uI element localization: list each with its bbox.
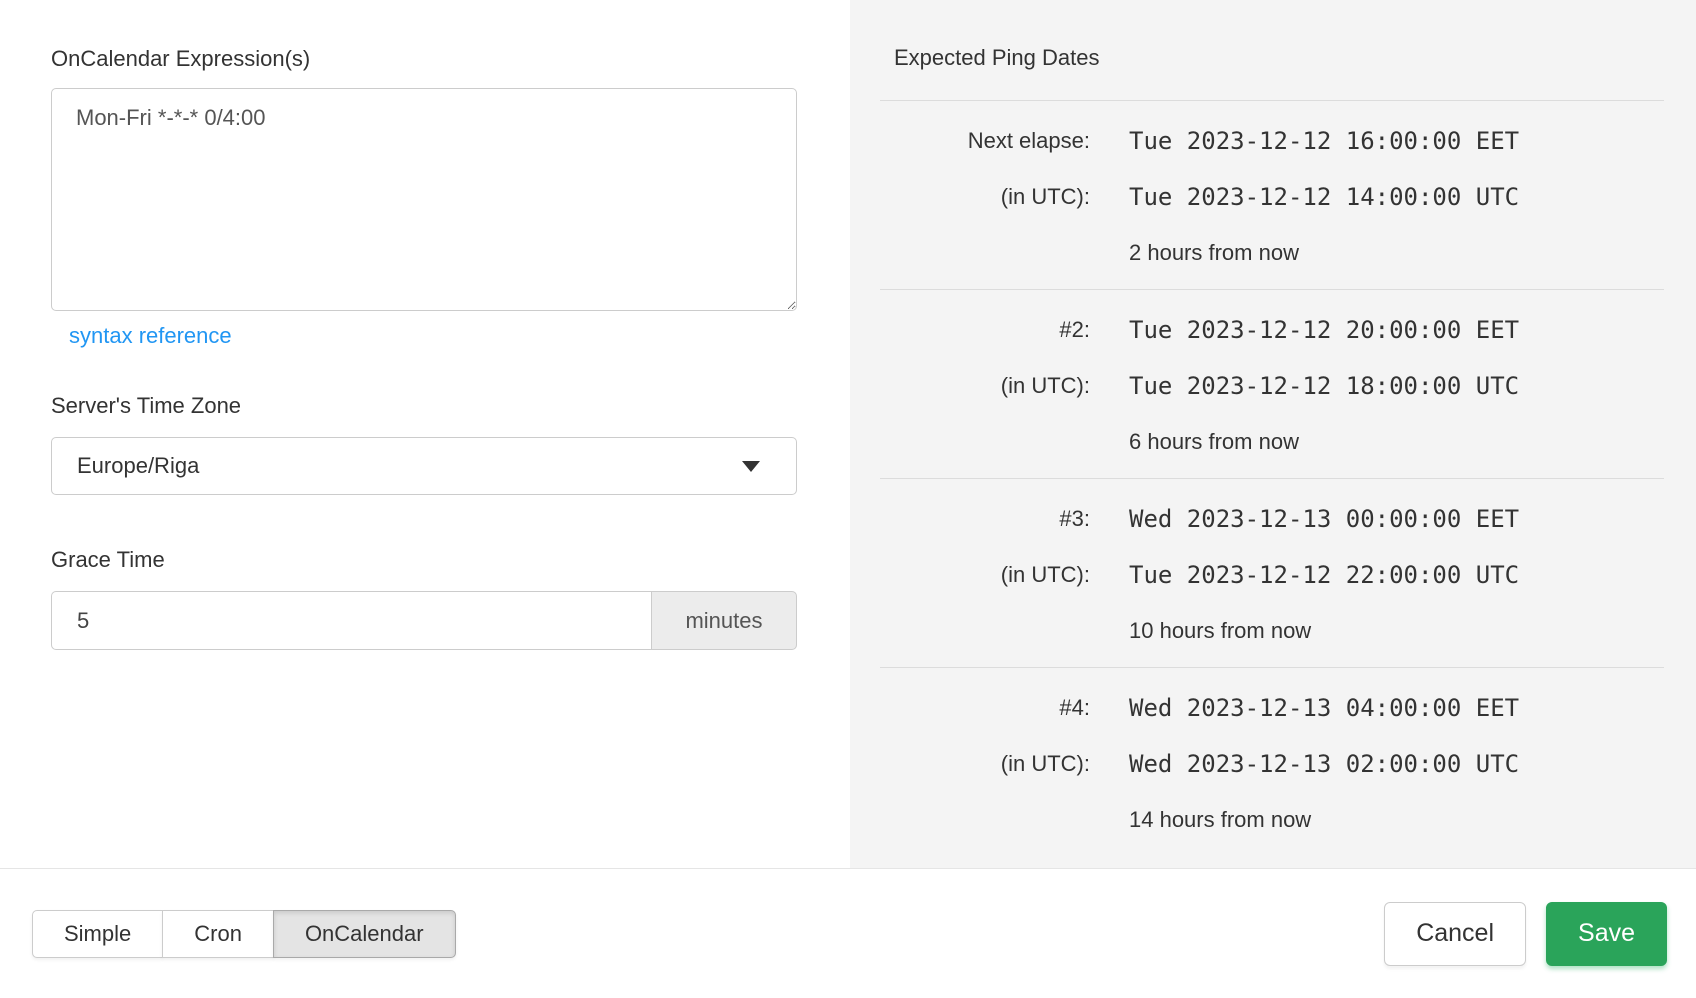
ping-utc-label: (in UTC): <box>1000 373 1090 398</box>
ping-relative-time: 14 hours from now <box>1129 807 1312 832</box>
ping-utc-datetime: Tue 2023-12-12 22:00:00 UTC <box>1129 561 1520 589</box>
ping-row-label: #4: <box>1059 695 1090 720</box>
ping-utc-datetime: Tue 2023-12-12 18:00:00 UTC <box>1129 372 1520 400</box>
expression-textarea[interactable]: Mon-Fri *-*-* 0/4:00 <box>51 88 797 311</box>
ping-utc-label: (in UTC): <box>1000 562 1090 587</box>
dialog-footer: Simple Cron OnCalendar Cancel Save <box>0 868 1696 998</box>
ping-relative-time: 2 hours from now <box>1129 240 1299 265</box>
ping-relative-time: 10 hours from now <box>1129 618 1312 643</box>
schedule-form: OnCalendar Expression(s) Mon-Fri *-*-* 0… <box>0 0 850 868</box>
schedule-dialog-body: OnCalendar Expression(s) Mon-Fri *-*-* 0… <box>0 0 1696 868</box>
timezone-label: Server's Time Zone <box>51 393 242 418</box>
ping-group: #2: Tue 2023-12-12 20:00:00 EET (in UTC)… <box>880 289 1664 478</box>
ping-local-datetime: Wed 2023-12-13 04:00:00 EET <box>1129 694 1520 722</box>
grace-time-unit-addon: minutes <box>651 591 797 650</box>
grace-time-label: Grace Time <box>51 547 165 572</box>
ping-row-label: Next elapse: <box>967 128 1090 153</box>
expected-ping-dates-panel: Expected Ping Dates Next elapse: Tue 202… <box>850 0 1696 868</box>
ping-utc-label: (in UTC): <box>1000 184 1090 209</box>
ping-group: #4: Wed 2023-12-13 04:00:00 EET (in UTC)… <box>880 667 1664 856</box>
grace-time-input[interactable] <box>51 591 651 650</box>
chevron-down-icon <box>742 461 760 472</box>
timezone-selected-value: Europe/Riga <box>77 453 200 478</box>
ping-row-label: #2: <box>1059 317 1090 342</box>
ping-row-label: #3: <box>1059 506 1090 531</box>
ping-utc-label: (in UTC): <box>1000 751 1090 776</box>
cancel-button[interactable]: Cancel <box>1384 901 1527 966</box>
save-button[interactable]: Save <box>1546 901 1667 966</box>
ping-local-datetime: Tue 2023-12-12 16:00:00 EET <box>1129 127 1520 155</box>
ping-local-datetime: Wed 2023-12-13 00:00:00 EET <box>1129 505 1520 533</box>
panel-title: Expected Ping Dates <box>894 45 1100 70</box>
ping-utc-datetime: Wed 2023-12-13 02:00:00 UTC <box>1129 750 1520 778</box>
ping-local-datetime: Tue 2023-12-12 20:00:00 EET <box>1129 316 1520 344</box>
dialog-actions: Cancel Save <box>1384 901 1667 966</box>
timezone-select[interactable]: Europe/Riga <box>51 437 797 495</box>
schedule-mode-tabs: Simple Cron OnCalendar <box>32 909 456 958</box>
tab-simple[interactable]: Simple <box>32 909 164 958</box>
tab-cron[interactable]: Cron <box>162 909 274 958</box>
tab-oncalendar[interactable]: OnCalendar <box>272 909 456 958</box>
ping-utc-datetime: Tue 2023-12-12 14:00:00 UTC <box>1129 183 1520 211</box>
expression-label: OnCalendar Expression(s) <box>51 46 311 71</box>
ping-relative-time: 6 hours from now <box>1129 429 1299 454</box>
syntax-reference-link[interactable]: syntax reference <box>69 323 232 348</box>
ping-group: Next elapse: Tue 2023-12-12 16:00:00 EET… <box>880 100 1664 289</box>
ping-group: #3: Wed 2023-12-13 00:00:00 EET (in UTC)… <box>880 478 1664 667</box>
grace-time-group: minutes <box>51 591 797 650</box>
